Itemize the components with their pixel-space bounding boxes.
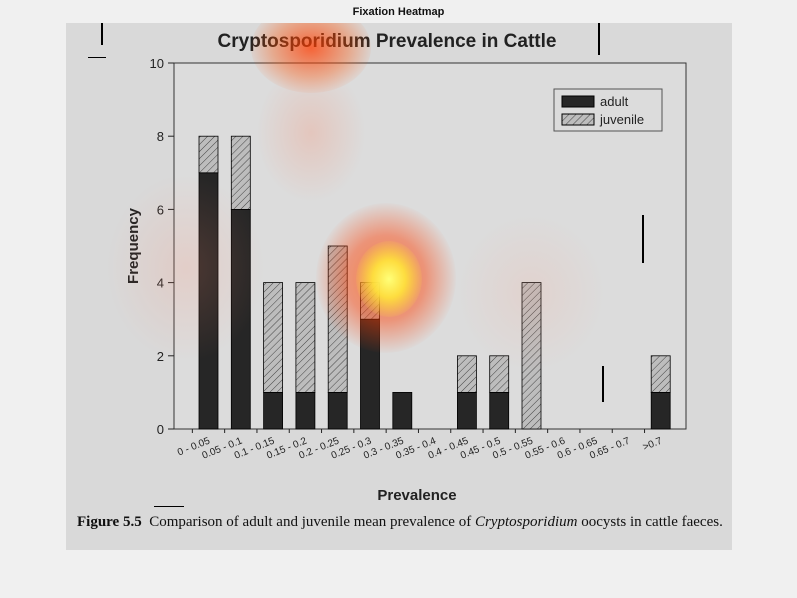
stray-mark [88,57,106,58]
y-tick-label: 4 [157,276,164,291]
bar-adult [392,391,413,430]
y-axis: 0 2 4 6 8 10 [150,56,174,437]
bar-juvenile [360,282,380,320]
legend-swatch-juvenile [561,113,595,126]
bar-adult [295,391,316,430]
bar-juvenile [456,355,477,393]
caption-label: Figure 5.5 [77,514,142,530]
stray-mark [598,23,600,55]
figure-caption: Figure 5.5 Comparison of adult and juven… [77,512,727,532]
x-axis: 0 - 0.050.05 - 0.10.1 - 0.150.15 - 0.20.… [176,429,664,462]
bar-adult [198,172,219,430]
y-tick-label: 8 [157,129,164,144]
caption-italic: Cryptosporidium [474,514,578,530]
x-tick-label: >0.7 [641,435,664,453]
bar-adult [230,208,251,430]
bar-juvenile [650,355,671,393]
bar-adult [456,391,477,430]
legend-label-adult: adult [600,94,629,109]
stray-mark [642,215,644,263]
legend-swatch-adult [561,95,595,108]
x-axis-label: Prevalence [377,487,456,503]
stray-mark [101,23,103,45]
bar-adult [327,391,348,430]
bar-juvenile [489,355,510,393]
bar-adult [360,318,380,430]
window-title: Fixation Heatmap [352,6,445,18]
legend: adult juvenile [553,88,663,132]
caption-text-end: oocysts in cattle faeces. [581,514,723,530]
bar-juvenile [295,282,316,393]
bar-juvenile [230,135,251,210]
y-tick-label: 0 [157,422,164,437]
figure-panel: Cryptosporidium Prevalence in Cattle 0 2 4… [66,23,732,550]
bar-chart: Cryptosporidium Prevalence in Cattle 0 2 4… [125,31,687,503]
y-tick-label: 2 [157,349,164,364]
y-axis-label: Frequency [125,207,142,284]
bar-juvenile [263,282,284,393]
y-tick-label: 10 [150,56,164,71]
bar-adult [650,391,671,430]
bar-adult [489,391,510,430]
y-tick-label: 6 [157,202,164,217]
bar-juvenile [198,135,219,174]
bar-adult [263,391,284,430]
caption-text: Comparison of adult and juvenile mean pr… [149,514,472,530]
bar-juvenile [327,245,348,393]
stray-mark [154,506,184,507]
legend-label-juvenile: juvenile [599,112,644,127]
chart-title: Cryptosporidium Prevalence in Cattle [218,31,557,52]
stray-mark [602,366,604,402]
bar-juvenile [521,282,542,430]
